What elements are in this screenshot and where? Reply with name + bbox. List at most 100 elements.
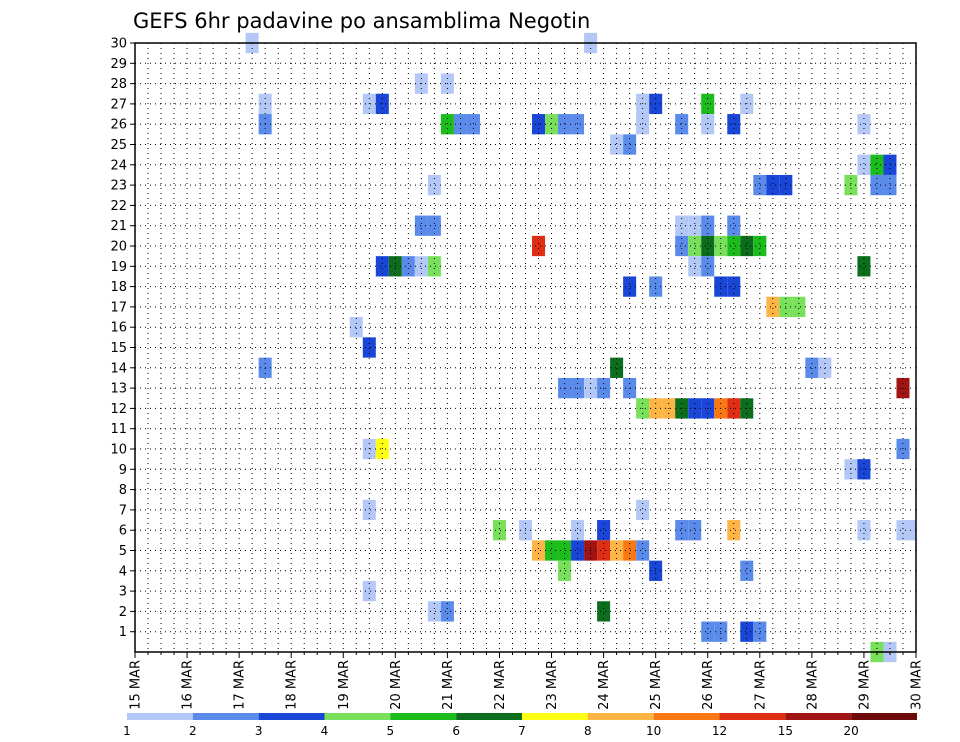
heatmap-cell [623,134,637,155]
heatmap-cell [909,520,916,541]
legend-swatch [653,713,720,720]
heatmap-cell [440,114,454,135]
y-tick-label: 7 [119,503,127,518]
heatmap-cell [571,114,585,135]
y-tick-label: 2 [119,605,127,620]
y-tick-label: 8 [119,483,127,498]
heatmap-cell [427,601,441,622]
heatmap-cell [753,235,767,257]
x-tick-label: 30 MAR [910,660,925,710]
heatmap-cell [701,256,715,277]
heatmap-cell [766,296,780,318]
heatmap-cell [727,215,741,236]
x-tick-label: 22 MAR [493,660,508,710]
x-tick-label: 19 MAR [337,660,352,710]
y-tick-label: 4 [119,564,127,579]
y-tick-label: 1 [119,625,127,640]
heatmap-cell [362,499,376,521]
heatmap-cell [492,520,506,541]
heatmap-cell [427,215,441,236]
heatmap-cell [857,256,871,277]
heatmap-cell [857,114,871,135]
y-tick-label: 14 [110,361,127,376]
x-tick-label: 29 MAR [857,660,872,710]
heatmap-cell [636,114,650,135]
legend-swatch [587,713,654,720]
heatmap-cell [701,215,715,236]
y-tick-label: 15 [110,341,127,356]
heatmap-cell [870,174,884,196]
heatmap-cell [740,621,754,642]
heatmap-cell [427,256,441,277]
y-axis: 1234567891011121314151617181920212223242… [110,37,135,640]
x-tick-label: 21 MAR [441,660,456,710]
y-tick-label: 21 [110,219,127,234]
y-tick-label: 18 [110,280,127,295]
x-tick-label: 17 MAR [233,660,248,710]
x-tick-label: 25 MAR [649,660,664,710]
x-tick-label: 20 MAR [389,660,404,710]
x-tick-label: 28 MAR [805,660,820,710]
y-tick-label: 12 [110,402,127,417]
heatmap-cell [610,357,624,378]
legend-swatch [456,713,522,720]
heatmap-cell [466,114,480,135]
heatmap-cell [675,520,689,541]
heatmap-cell [857,459,871,480]
heatmap-cell [375,256,389,277]
y-tick-label: 17 [110,300,127,315]
legend-label: 4 [321,724,329,738]
heatmap-cell [883,174,897,196]
color-legend: 1 2 3 4 5 6 7 8 10 12 15 20 [123,713,917,738]
legend-label: 2 [189,724,197,738]
y-tick-label: 11 [110,422,127,437]
y-tick-label: 5 [119,544,127,559]
heatmap-cell [571,540,585,561]
legend-swatch [324,713,391,720]
y-tick-label: 9 [119,463,127,478]
x-tick-label: 23 MAR [545,660,560,710]
heatmap-cell [597,540,611,561]
y-tick-label: 22 [110,199,127,214]
heatmap-cell [675,235,689,257]
legend-swatch [192,713,259,720]
heatmap-cell [349,317,363,338]
legend-swatch [851,713,917,720]
heatmap-cell [727,235,741,257]
y-tick-label: 30 [110,37,127,52]
y-tick-label: 29 [110,57,127,72]
y-tick-label: 6 [119,524,127,539]
legend-label: 8 [584,724,592,738]
y-tick-label: 20 [110,240,127,255]
legend-label: 20 [844,724,859,738]
legend-label: 10 [646,724,661,738]
heatmap-cell [727,520,741,541]
x-axis: 15 MAR 16 MAR 17 MAR 18 MAR 19 MAR 20 MAR 21 M… [129,652,925,710]
legend-label: 5 [387,724,395,738]
heatmap-cell [532,540,546,561]
chart-title: GEFS 6hr padavine po ansamblima Negotin [133,9,590,33]
heatmap-cell [414,215,428,236]
x-tick-label: 15 MAR [129,660,144,710]
heatmap-cell [688,520,702,541]
x-tick-label: 26 MAR [701,660,716,710]
heatmap-cell [610,134,624,155]
y-tick-label: 19 [110,260,127,275]
heatmap-cell [805,357,819,378]
heatmap-cell [558,114,572,135]
heatmap-cell [896,520,910,541]
heatmap-cell [727,276,741,297]
y-tick-label: 13 [110,382,127,397]
heatmap-cell [688,256,702,277]
y-tick-label: 3 [119,585,127,600]
heatmap-cell [636,540,650,561]
legend-swatch [127,713,193,720]
grid-lines [135,42,916,652]
legend-swatch [258,713,325,720]
legend-label: 6 [452,724,460,738]
heatmap-cell [701,235,715,257]
heatmap-cell [362,337,376,358]
heatmap-cell [610,540,624,561]
legend-label: 15 [778,724,793,738]
y-tick-label: 16 [110,321,127,336]
